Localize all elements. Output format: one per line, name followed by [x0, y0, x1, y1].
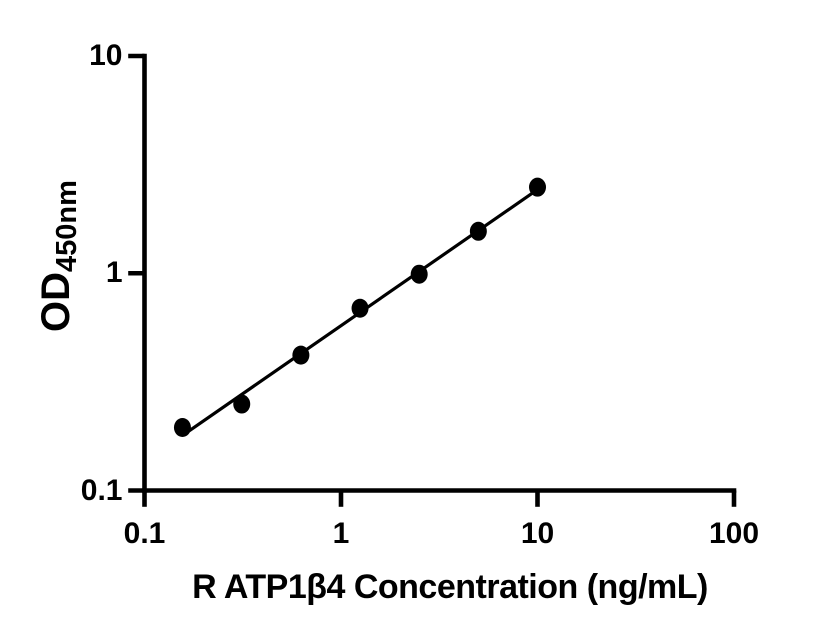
- data-point: [469, 221, 487, 241]
- y-tick-label: 10: [89, 39, 123, 72]
- data-point: [410, 264, 428, 284]
- y-axis-title: OD450nm: [33, 106, 83, 406]
- data-point: [173, 417, 191, 437]
- x-tick-label: 1: [332, 517, 350, 550]
- y-tick-label: 1: [105, 256, 123, 290]
- y-tick-label: 0.1: [80, 473, 123, 507]
- data-point: [292, 345, 310, 365]
- data-point: [529, 177, 546, 197]
- x-tick-label: 100: [708, 517, 760, 550]
- x-tick-label: 10: [520, 517, 555, 550]
- x-tick-label: 0.1: [123, 517, 166, 550]
- data-point: [233, 394, 251, 414]
- data-point: [351, 298, 369, 318]
- x-axis-title: R ATP1β4 Concentration (ng/mL): [192, 568, 708, 606]
